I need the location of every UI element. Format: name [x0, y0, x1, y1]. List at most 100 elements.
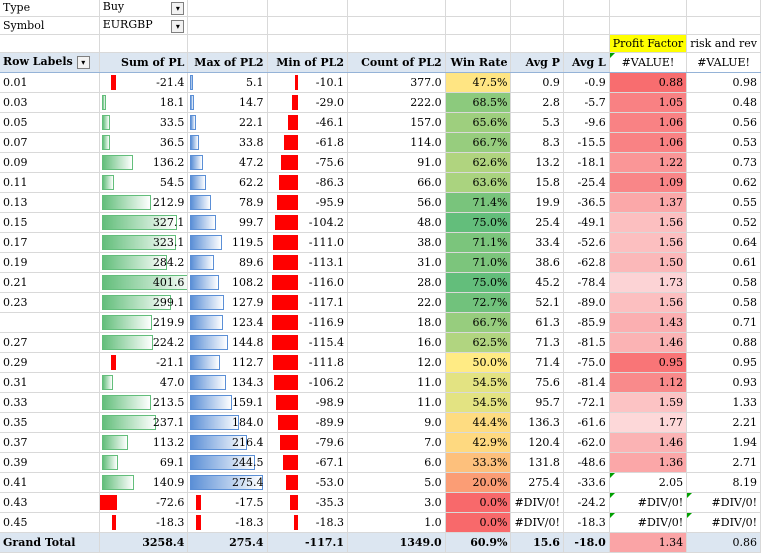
avg-l-cell[interactable]: -72.1: [563, 392, 610, 413]
win-rate-cell[interactable]: 68.5%: [445, 92, 512, 113]
sum-pl-cell[interactable]: 299.1: [99, 292, 189, 313]
row-label[interactable]: 0.41: [0, 472, 100, 493]
avg-p-cell[interactable]: 25.4: [510, 212, 564, 233]
avg-l-cell[interactable]: -48.6: [563, 452, 610, 473]
max-pl2-cell[interactable]: -17.5: [187, 492, 268, 513]
risk-reward-label[interactable]: risk and rev: [686, 34, 761, 53]
empty-cell[interactable]: [686, 0, 761, 17]
max-pl2-cell[interactable]: 112.7: [187, 352, 268, 373]
profit-factor-cell[interactable]: 1.12: [609, 372, 688, 393]
win-rate-cell[interactable]: 66.7%: [445, 132, 512, 153]
avg-l-cell[interactable]: -52.6: [563, 232, 610, 253]
avg-p-cell[interactable]: 8.3: [510, 132, 564, 153]
empty-cell[interactable]: [563, 34, 610, 53]
count-pl2-cell[interactable]: 11.0: [347, 392, 446, 413]
avg-l-cell[interactable]: -9.6: [563, 112, 610, 133]
risk-reward-cell[interactable]: 0.48: [686, 92, 761, 113]
avg-l-cell[interactable]: -62.0: [563, 432, 610, 453]
empty-cell[interactable]: [267, 34, 348, 53]
max-pl2-cell[interactable]: 184.0: [187, 412, 268, 433]
win-rate-cell[interactable]: 62.5%: [445, 332, 512, 353]
empty-cell[interactable]: [267, 16, 348, 35]
row-label[interactable]: 0.39: [0, 452, 100, 473]
row-label[interactable]: 0.19: [0, 252, 100, 273]
max-pl2-cell[interactable]: 275.4: [187, 472, 268, 493]
row-label[interactable]: 0.01: [0, 72, 100, 93]
risk-reward-cell[interactable]: 0.58: [686, 272, 761, 293]
empty-cell[interactable]: [609, 0, 688, 17]
empty-cell[interactable]: [609, 16, 688, 35]
min-pl2-cell[interactable]: -79.6: [267, 432, 348, 453]
risk-reward-cell[interactable]: 0.88: [686, 332, 761, 353]
row-label[interactable]: 0.23: [0, 292, 100, 313]
empty-cell[interactable]: [347, 0, 446, 17]
win-rate-cell[interactable]: 71.0%: [445, 252, 512, 273]
empty-cell[interactable]: [563, 0, 610, 17]
win-rate-cell[interactable]: 75.0%: [445, 272, 512, 293]
column-header[interactable]: Win Rate: [445, 52, 512, 73]
avg-p-cell[interactable]: 33.4: [510, 232, 564, 253]
win-rate-cell[interactable]: 62.6%: [445, 152, 512, 173]
max-pl2-cell[interactable]: 119.5: [187, 232, 268, 253]
sum-pl-cell[interactable]: 284.2: [99, 252, 189, 273]
risk-reward-cell[interactable]: 0.86: [686, 531, 761, 553]
count-pl2-cell[interactable]: 11.0: [347, 372, 446, 393]
risk-reward-cell[interactable]: 0.55: [686, 192, 761, 213]
profit-factor-cell[interactable]: 0.95: [609, 352, 688, 373]
profit-factor-cell[interactable]: 1.36: [609, 452, 688, 473]
row-label[interactable]: 0.45: [0, 512, 100, 533]
profit-factor-cell[interactable]: 2.05: [609, 472, 688, 493]
avg-p-cell[interactable]: 13.2: [510, 152, 564, 173]
risk-reward-cell[interactable]: 1.33: [686, 392, 761, 413]
sum-pl-cell[interactable]: 224.2: [99, 332, 189, 353]
row-label[interactable]: 0.09: [0, 152, 100, 173]
avg-p-cell[interactable]: 19.9: [510, 192, 564, 213]
column-header[interactable]: #VALUE!: [609, 52, 688, 73]
row-label[interactable]: 0.17: [0, 232, 100, 253]
count-pl2-cell[interactable]: 3.0: [347, 492, 446, 513]
risk-reward-cell[interactable]: 0.61: [686, 252, 761, 273]
sum-pl-cell[interactable]: 47.0: [99, 372, 189, 393]
row-label[interactable]: 0.37: [0, 432, 100, 453]
min-pl2-cell[interactable]: -98.9: [267, 392, 348, 413]
max-pl2-cell[interactable]: 14.7: [187, 92, 268, 113]
profit-factor-cell[interactable]: 1.43: [609, 312, 688, 333]
avg-l-cell[interactable]: -81.5: [563, 332, 610, 353]
win-rate-cell[interactable]: 50.0%: [445, 352, 512, 373]
column-header[interactable]: Avg L: [563, 52, 610, 73]
row-label[interactable]: 0.21: [0, 272, 100, 293]
max-pl2-cell[interactable]: 123.4: [187, 312, 268, 333]
avg-l-cell[interactable]: -85.9: [563, 312, 610, 333]
count-pl2-cell[interactable]: 1349.0: [347, 531, 446, 553]
empty-cell[interactable]: [510, 16, 564, 35]
min-pl2-cell[interactable]: -89.9: [267, 412, 348, 433]
risk-reward-cell[interactable]: 0.62: [686, 172, 761, 193]
risk-reward-cell[interactable]: #DIV/0!: [686, 512, 761, 533]
avg-l-cell[interactable]: -89.0: [563, 292, 610, 313]
column-header[interactable]: Avg P: [510, 52, 564, 73]
count-pl2-cell[interactable]: 22.0: [347, 292, 446, 313]
empty-cell[interactable]: [187, 16, 268, 35]
sum-pl-cell[interactable]: 3258.4: [99, 531, 189, 553]
profit-factor-cell[interactable]: 1.09: [609, 172, 688, 193]
win-rate-cell[interactable]: 71.4%: [445, 192, 512, 213]
max-pl2-cell[interactable]: 99.7: [187, 212, 268, 233]
count-pl2-cell[interactable]: 31.0: [347, 252, 446, 273]
row-label[interactable]: 0.27: [0, 332, 100, 353]
empty-cell[interactable]: [347, 34, 446, 53]
risk-reward-cell[interactable]: 0.71: [686, 312, 761, 333]
count-pl2-cell[interactable]: 38.0: [347, 232, 446, 253]
column-header[interactable]: Sum of PL: [99, 52, 189, 73]
sum-pl-cell[interactable]: 212.9: [99, 192, 189, 213]
row-labels-header[interactable]: Row Labels ▾: [0, 52, 100, 73]
win-rate-cell[interactable]: 54.5%: [445, 372, 512, 393]
sum-pl-cell[interactable]: 54.5: [99, 172, 189, 193]
sum-pl-cell[interactable]: 401.6: [99, 272, 189, 293]
profit-factor-cell[interactable]: 1.59: [609, 392, 688, 413]
avg-l-cell[interactable]: -36.5: [563, 192, 610, 213]
row-labels-filter-icon[interactable]: ▾: [76, 55, 90, 69]
max-pl2-cell[interactable]: 144.8: [187, 332, 268, 353]
filter-value[interactable]: Buy ▾: [99, 0, 189, 17]
risk-reward-cell[interactable]: 0.58: [686, 292, 761, 313]
win-rate-cell[interactable]: 0.0%: [445, 492, 512, 513]
